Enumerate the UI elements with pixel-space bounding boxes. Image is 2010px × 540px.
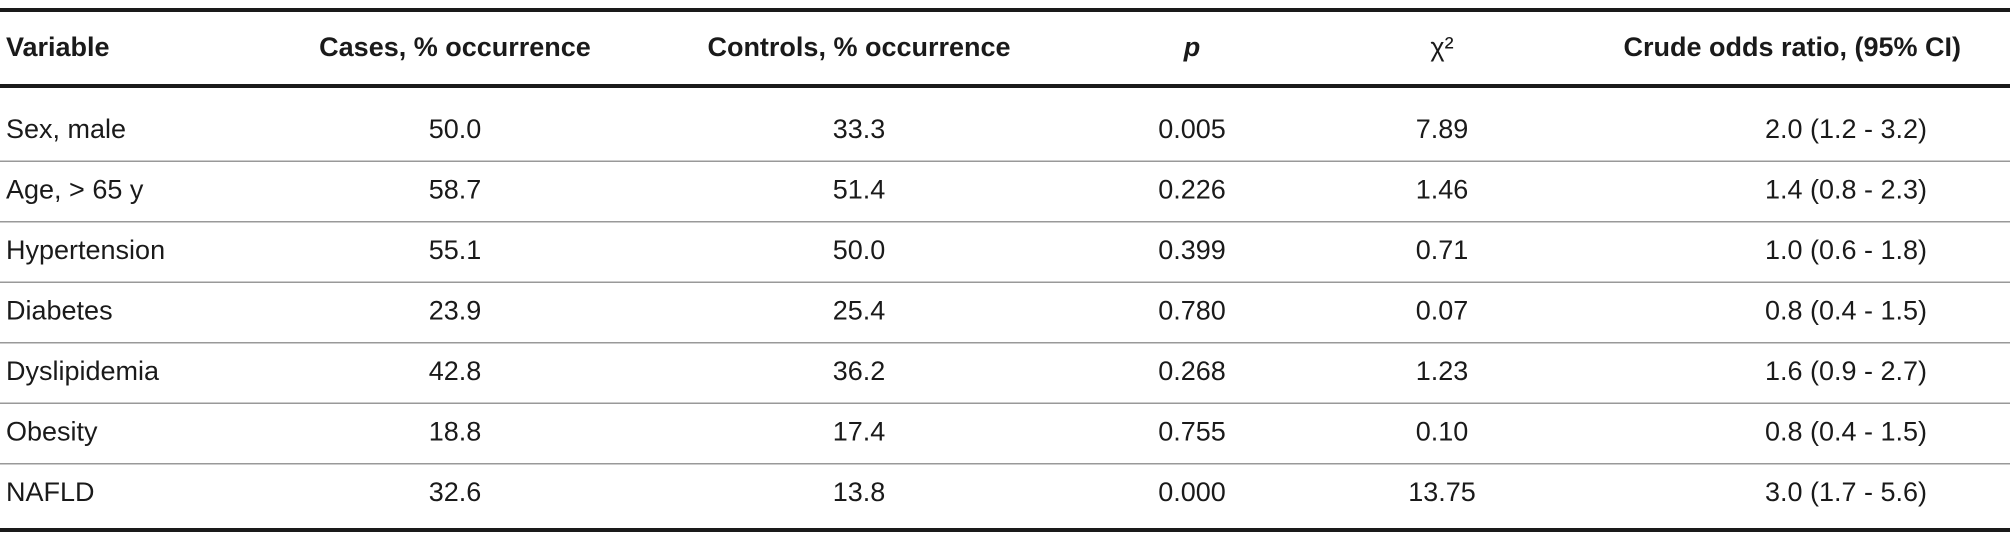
- cell: 1.6 (0.9 - 2.7): [1765, 356, 1927, 386]
- cell: 32.6: [429, 477, 482, 507]
- cell: 0.71: [1416, 235, 1469, 265]
- cell: 13.75: [1408, 477, 1476, 507]
- cell: 3.0 (1.7 - 5.6): [1765, 477, 1927, 507]
- cell: 0.268: [1158, 356, 1226, 386]
- cell: Hypertension: [6, 235, 165, 265]
- cell: 42.8: [429, 356, 482, 386]
- cell: 0.755: [1158, 417, 1226, 447]
- cell: 0.10: [1416, 417, 1469, 447]
- header-cell: Variable: [6, 32, 110, 62]
- header-cell: Cases, % occurrence: [319, 32, 591, 62]
- cell: 7.89: [1416, 114, 1469, 144]
- header-cell: p: [1183, 32, 1201, 62]
- cell: Sex, male: [6, 114, 126, 144]
- cell: Dyslipidemia: [6, 356, 160, 386]
- cell: 1.4 (0.8 - 2.3): [1765, 175, 1927, 205]
- cell: 0.005: [1158, 114, 1226, 144]
- header-cell: Controls, % occurrence: [707, 32, 1010, 62]
- cell: 0.226: [1158, 175, 1226, 205]
- header-cell: χ²: [1430, 32, 1453, 62]
- cell: 0.8 (0.4 - 1.5): [1765, 417, 1927, 447]
- cell: 55.1: [429, 235, 482, 265]
- cell: Age, > 65 y: [6, 175, 144, 205]
- cell: 51.4: [833, 175, 886, 205]
- cell: 1.46: [1416, 175, 1469, 205]
- cell: 58.7: [429, 175, 482, 205]
- cell: 1.23: [1416, 356, 1469, 386]
- cell: Obesity: [6, 417, 98, 447]
- cell: 50.0: [833, 235, 886, 265]
- cell: 0.000: [1158, 477, 1226, 507]
- cell: 25.4: [833, 296, 886, 326]
- cell: 0.07: [1416, 296, 1469, 326]
- cell: 13.8: [833, 477, 886, 507]
- cell: 17.4: [833, 417, 886, 447]
- cell: 18.8: [429, 417, 482, 447]
- cell: Diabetes: [6, 296, 113, 326]
- cell: 0.399: [1158, 235, 1226, 265]
- cell: 33.3: [833, 114, 886, 144]
- cell: 23.9: [429, 296, 482, 326]
- cell: 1.0 (0.6 - 1.8): [1765, 235, 1927, 265]
- cell: 0.8 (0.4 - 1.5): [1765, 296, 1927, 326]
- cell: NAFLD: [6, 477, 95, 507]
- cell: 0.780: [1158, 296, 1226, 326]
- cell: 36.2: [833, 356, 886, 386]
- header-cell: Crude odds ratio, (95% CI): [1623, 32, 1961, 62]
- cell: 50.0: [429, 114, 482, 144]
- cell: 2.0 (1.2 - 3.2): [1765, 114, 1927, 144]
